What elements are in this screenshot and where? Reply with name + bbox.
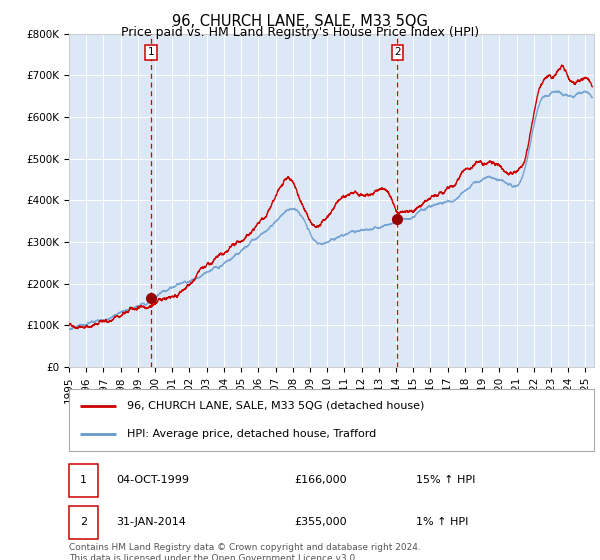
Text: 15% ↑ HPI: 15% ↑ HPI [415, 475, 475, 485]
Text: 96, CHURCH LANE, SALE, M33 5QG (detached house): 96, CHURCH LANE, SALE, M33 5QG (detached… [127, 401, 424, 411]
FancyBboxPatch shape [69, 464, 98, 497]
Text: 1% ↑ HPI: 1% ↑ HPI [415, 517, 468, 527]
FancyBboxPatch shape [69, 389, 594, 451]
Text: 96, CHURCH LANE, SALE, M33 5QG: 96, CHURCH LANE, SALE, M33 5QG [172, 14, 428, 29]
Text: £355,000: £355,000 [295, 517, 347, 527]
Bar [151, 34, 397, 367]
FancyBboxPatch shape [69, 506, 98, 539]
Text: 31-JAN-2014: 31-JAN-2014 [116, 517, 186, 527]
Text: 1: 1 [80, 475, 87, 485]
Text: 2: 2 [80, 517, 87, 527]
Text: HPI: Average price, detached house, Trafford: HPI: Average price, detached house, Traf… [127, 429, 376, 439]
Text: 1: 1 [148, 48, 154, 58]
Text: 04-OCT-1999: 04-OCT-1999 [116, 475, 189, 485]
Text: £166,000: £166,000 [295, 475, 347, 485]
Text: 2: 2 [394, 48, 401, 58]
Text: Contains HM Land Registry data © Crown copyright and database right 2024.
This d: Contains HM Land Registry data © Crown c… [69, 543, 421, 560]
Text: Price paid vs. HM Land Registry's House Price Index (HPI): Price paid vs. HM Land Registry's House … [121, 26, 479, 39]
